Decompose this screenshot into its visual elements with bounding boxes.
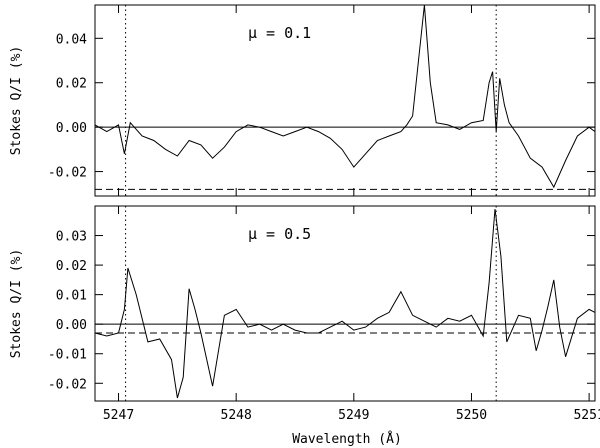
plot-frame: [94, 205, 596, 402]
x-tick-label: 5251: [573, 408, 600, 423]
x-tick-label: 5250: [456, 408, 487, 423]
y-tick-label: -0.02: [48, 166, 87, 181]
panel-label: μ = 0.1: [248, 24, 311, 42]
x-axis-label: Wavelength (Å): [292, 431, 402, 447]
panel-label: μ = 0.5: [248, 225, 311, 243]
x-tick-label: 5247: [103, 408, 134, 423]
plot-frame: [94, 4, 596, 197]
y-axis-label: Stokes Q/I (%): [9, 46, 24, 156]
y-tick-label: 0.00: [56, 121, 87, 136]
panel-mu-0-1: -0.02 0.00 0.02 0.04 Stokes Q/I (%) μ = 0.1: [9, 4, 596, 197]
series-line: [94, 4, 596, 189]
series-line: [94, 208, 596, 399]
panel-mu-0-5: -0.02 -0.01 0.00 0.01 0.02 0.03 Stokes Q/I (%)…: [9, 205, 596, 402]
y-axis-label: Stokes Q/I (%): [9, 249, 24, 359]
y-tick-label: -0.02: [48, 377, 87, 392]
y-tick-label: 0.02: [56, 77, 87, 92]
y-tick-label: 0.01: [56, 289, 87, 304]
x-tick-label: 5249: [338, 408, 369, 423]
y-tick-label: 0.03: [56, 230, 87, 245]
y-tick-label: 0.00: [56, 318, 87, 333]
y-tick-label: 0.02: [56, 259, 87, 274]
y-tick-label: 0.04: [56, 32, 87, 47]
x-axis: 5247 5248 5249 5250 5251: [103, 408, 600, 423]
y-tick-label: -0.01: [48, 348, 87, 363]
x-tick-label: 5248: [221, 408, 252, 423]
